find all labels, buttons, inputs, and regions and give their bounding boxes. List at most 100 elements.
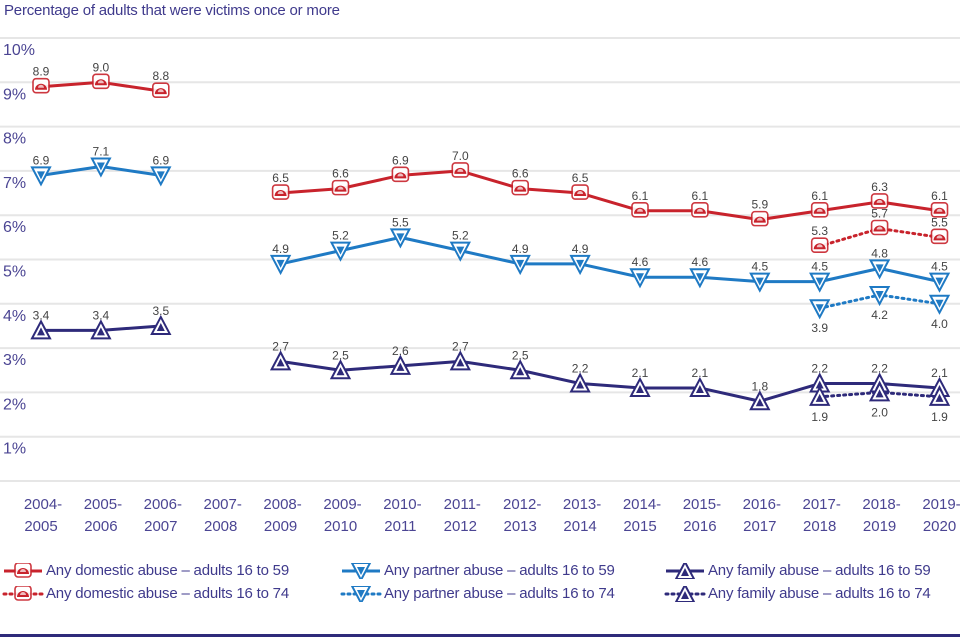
triangle-up-marker [674, 562, 696, 579]
triangle-up-marker [569, 372, 591, 393]
semicircle-marker [631, 201, 649, 218]
x-tick-label: 2016-2017 [743, 496, 781, 535]
data-label: 1.8 [751, 379, 768, 393]
legend-item-domestic-16-74[interactable]: Any domestic abuse – adults 16 to 74 [2, 585, 289, 602]
x-tick-label: 2018-2019 [862, 496, 900, 535]
x-tick-label: 2013-2014 [563, 496, 601, 535]
triangle-down-marker [928, 294, 951, 315]
data-label: 6.5 [272, 171, 289, 185]
triangle-down-marker [928, 272, 951, 293]
data-label: 6.9 [33, 153, 50, 167]
data-label: 4.5 [811, 260, 828, 274]
data-label: 8.8 [152, 69, 169, 83]
triangle-down-marker [350, 585, 372, 602]
semicircle-marker [870, 219, 889, 236]
data-label: 2.0 [871, 405, 888, 419]
data-label: 7.0 [452, 149, 469, 163]
data-label: 6.1 [692, 189, 709, 203]
x-tick-label: 2009-2010 [323, 496, 361, 535]
triangle-down-marker [329, 241, 352, 262]
triangle-down-marker [689, 268, 711, 289]
x-tick-label: 2017-2018 [803, 496, 841, 535]
data-label: 6.9 [392, 153, 409, 167]
legend-label: Any family abuse – adults 16 to 59 [708, 562, 931, 579]
semicircle-marker-icon [4, 562, 42, 578]
data-label: 3.9 [811, 321, 828, 335]
data-label: 3.5 [152, 304, 169, 318]
triangle-down-marker [868, 285, 891, 307]
triangle-up-marker [868, 381, 891, 402]
data-label: 2.7 [452, 339, 469, 353]
legend: Any domestic abuse – adults 16 to 59 Any… [0, 560, 960, 610]
data-label: 2.2 [871, 362, 888, 376]
data-label: 4.9 [272, 242, 289, 256]
semicircle-marker [32, 77, 50, 94]
triangle-down-marker [629, 268, 651, 289]
triangle-up-marker-icon [666, 562, 704, 579]
legend-item-domestic-16-59[interactable]: Any domestic abuse – adults 16 to 59 [2, 562, 289, 579]
x-tick-label: 2004-2005 [24, 496, 62, 535]
data-label: 9.0 [93, 60, 110, 74]
semicircle-marker [152, 82, 170, 98]
triangle-up-marker [329, 359, 352, 380]
triangle-up-marker [749, 390, 771, 411]
triangle-down-marker [350, 562, 372, 579]
data-label: 6.3 [871, 180, 888, 194]
semicircle-marker [691, 201, 709, 218]
legend-item-family-16-74[interactable]: Any family abuse – adults 16 to 74 [664, 585, 931, 602]
x-tick-label: 2008-2009 [263, 496, 301, 535]
data-label: 6.9 [152, 153, 169, 167]
data-label: 3.4 [33, 308, 50, 322]
triangle-down-marker [449, 241, 471, 262]
legend-item-family-16-59[interactable]: Any family abuse – adults 16 to 59 [664, 562, 931, 579]
triangle-up-marker [269, 350, 292, 371]
y-tick-label: 1% [3, 441, 26, 458]
data-label: 2.1 [632, 366, 649, 380]
semicircle-marker [271, 184, 290, 200]
legend-label: Any partner abuse – adults 16 to 74 [384, 585, 615, 602]
data-label: 6.1 [632, 189, 649, 203]
triangle-up-marker [674, 585, 696, 602]
chart-title: Percentage of adults that were victims o… [4, 2, 340, 19]
data-label: 4.6 [692, 255, 709, 269]
triangle-up-marker [150, 314, 172, 335]
legend-item-partner-16-59[interactable]: Any partner abuse – adults 16 to 59 [340, 562, 615, 579]
series-line [280, 235, 940, 284]
data-label: 2.1 [692, 366, 709, 380]
x-tick-label: 2012-2013 [503, 496, 541, 535]
data-label: 5.9 [751, 198, 768, 212]
data-label: 2.2 [811, 362, 828, 376]
series-line [280, 359, 940, 403]
semicircle-marker [930, 201, 949, 218]
y-axis-tick-labels: 1% 2% 3% 4% 5% 6% 7% 8% 9% 10% [3, 42, 35, 458]
semicircle-marker-icon [2, 585, 44, 601]
data-label: 6.6 [332, 167, 349, 181]
legend-label: Any partner abuse – adults 16 to 59 [384, 562, 615, 579]
x-axis-tick-labels: 2004-2005 2005-2006 2006-2007 2007-2008 2008… [24, 496, 960, 535]
x-tick-label: 2011-2012 [444, 496, 481, 535]
y-tick-label: 4% [3, 308, 26, 325]
legend-item-partner-16-74[interactable]: Any partner abuse – adults 16 to 74 [340, 585, 615, 602]
triangle-down-marker [389, 228, 412, 249]
x-tick-label: 2019-2020 [922, 496, 960, 535]
legend-label: Any domestic abuse – adults 16 to 74 [46, 585, 289, 602]
data-label: 1.9 [931, 410, 948, 424]
triangle-up-marker [389, 354, 412, 375]
triangle-down-marker [30, 166, 52, 187]
data-label: 5.2 [452, 229, 469, 243]
triangle-up-marker [90, 319, 112, 340]
triangle-down-marker [749, 272, 771, 293]
data-label: 3.4 [93, 308, 110, 322]
triangle-down-marker [868, 259, 891, 280]
data-label: 2.2 [572, 362, 589, 376]
data-label: 2.1 [931, 366, 948, 380]
data-label: 2.5 [512, 348, 529, 362]
triangle-down-marker-icon [340, 585, 382, 602]
y-tick-label: 10% [3, 42, 35, 59]
semicircle-marker [14, 562, 32, 578]
triangle-up-marker [928, 385, 951, 406]
triangle-up-marker [629, 376, 651, 397]
data-label: 6.6 [512, 167, 529, 181]
triangle-up-marker [509, 359, 531, 380]
triangle-up-marker [30, 319, 52, 340]
